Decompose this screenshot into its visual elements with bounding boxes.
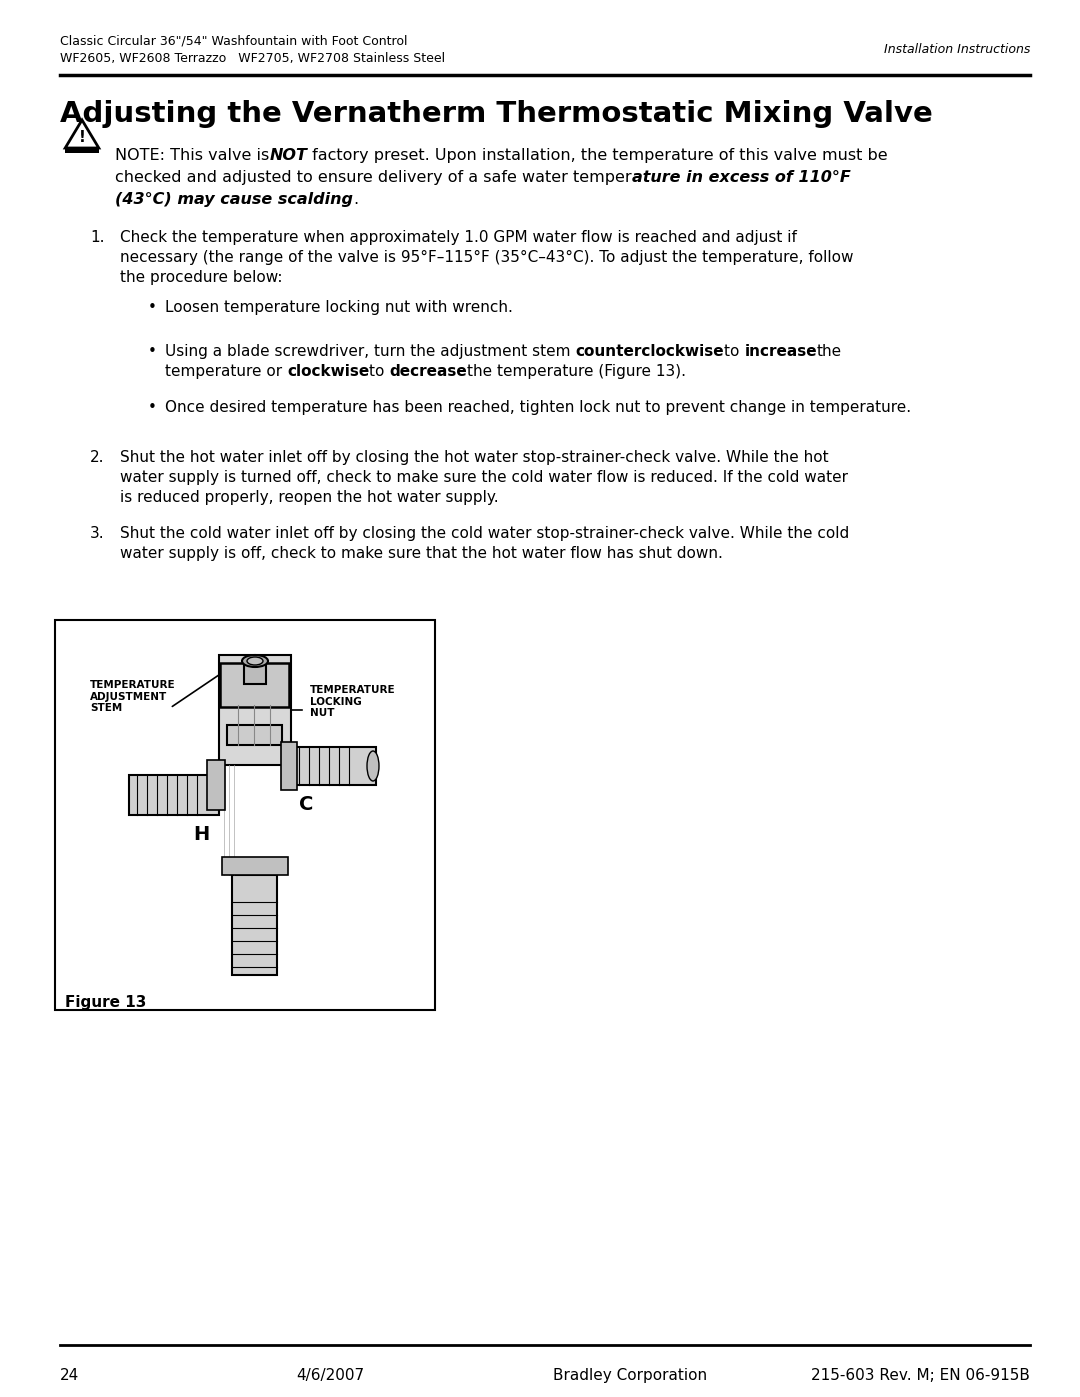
Text: 24: 24 [60,1368,79,1383]
Text: 4/6/2007: 4/6/2007 [296,1368,364,1383]
Bar [65,148,98,154]
Ellipse shape [367,752,379,781]
Text: NOT: NOT [269,148,307,163]
Text: 1.: 1. [90,231,105,244]
FancyBboxPatch shape [129,775,219,814]
FancyBboxPatch shape [232,875,276,975]
Text: TEMPERATURE
ADJUSTMENT
STEM: TEMPERATURE ADJUSTMENT STEM [90,680,176,714]
Text: Figure 13: Figure 13 [65,995,147,1010]
FancyBboxPatch shape [291,747,376,785]
Text: to: to [724,344,744,359]
Text: is reduced properly, reopen the hot water supply.: is reduced properly, reopen the hot wate… [120,490,499,504]
Text: increase: increase [744,344,816,359]
Text: the: the [816,344,842,359]
Bar [55,620,435,1010]
FancyBboxPatch shape [244,659,266,685]
Text: TEMPERATURE
LOCKING
NUT: TEMPERATURE LOCKING NUT [310,685,395,718]
Text: 2.: 2. [90,450,105,465]
Text: the temperature (Figure 13).: the temperature (Figure 13). [468,365,686,379]
FancyBboxPatch shape [220,664,289,707]
Text: factory preset. Upon installation, the temperature of this valve must be: factory preset. Upon installation, the t… [307,148,888,163]
Text: checked and adjusted to ensure delivery of a safe water temper: checked and adjusted to ensure delivery … [114,170,632,184]
Text: Shut the cold water inlet off by closing the cold water stop-strainer-check valv: Shut the cold water inlet off by closing… [120,527,849,541]
Text: the procedure below:: the procedure below: [120,270,283,285]
Text: clockwise: clockwise [287,365,369,379]
Text: necessary (the range of the valve is 95°F–115°F (35°C–43°C). To adjust the tempe: necessary (the range of the valve is 95°… [120,250,853,265]
Text: Installation Instructions: Installation Instructions [883,43,1030,56]
Text: !: ! [79,130,85,145]
Text: •: • [148,300,157,314]
FancyBboxPatch shape [281,742,297,789]
Ellipse shape [242,655,268,666]
Text: counterclockwise: counterclockwise [576,344,724,359]
FancyBboxPatch shape [207,760,225,810]
Text: •: • [148,400,157,415]
Text: NOTE: This valve is: NOTE: This valve is [114,148,269,163]
Text: C: C [299,795,313,814]
FancyBboxPatch shape [227,725,282,745]
FancyBboxPatch shape [222,856,288,875]
Text: Adjusting the Vernatherm Thermostatic Mixing Valve: Adjusting the Vernatherm Thermostatic Mi… [60,101,933,129]
Text: Using a blade screwdriver, turn the adjustment stem: Using a blade screwdriver, turn the adju… [165,344,576,359]
Text: (43°C) may cause scalding: (43°C) may cause scalding [114,191,353,207]
Text: •: • [148,344,157,359]
Text: 215-603 Rev. M; EN 06-915B: 215-603 Rev. M; EN 06-915B [811,1368,1030,1383]
FancyBboxPatch shape [219,655,291,766]
Text: water supply is turned off, check to make sure the cold water flow is reduced. I: water supply is turned off, check to mak… [120,469,848,485]
Text: to: to [369,365,390,379]
Polygon shape [65,120,98,148]
Text: water supply is off, check to make sure that the hot water flow has shut down.: water supply is off, check to make sure … [120,546,723,562]
Text: Bradley Corporation: Bradley Corporation [553,1368,707,1383]
Text: .: . [353,191,359,207]
Text: WF2605, WF2608 Terrazzo   WF2705, WF2708 Stainless Steel: WF2605, WF2608 Terrazzo WF2705, WF2708 S… [60,52,445,66]
Text: Classic Circular 36"/54" Washfountain with Foot Control: Classic Circular 36"/54" Washfountain wi… [60,35,407,47]
Ellipse shape [247,657,264,665]
Text: H: H [193,826,210,845]
Text: Once desired temperature has been reached, tighten lock nut to prevent change in: Once desired temperature has been reache… [165,400,912,415]
Text: Loosen temperature locking nut with wrench.: Loosen temperature locking nut with wren… [165,300,513,314]
Text: temperature or: temperature or [165,365,287,379]
Text: 3.: 3. [90,527,105,541]
Text: Shut the hot water inlet off by closing the hot water stop-strainer-check valve.: Shut the hot water inlet off by closing … [120,450,828,465]
Text: decrease: decrease [390,365,468,379]
Text: Check the temperature when approximately 1.0 GPM water flow is reached and adjus: Check the temperature when approximately… [120,231,797,244]
Text: ature in excess of 110°F: ature in excess of 110°F [632,170,850,184]
